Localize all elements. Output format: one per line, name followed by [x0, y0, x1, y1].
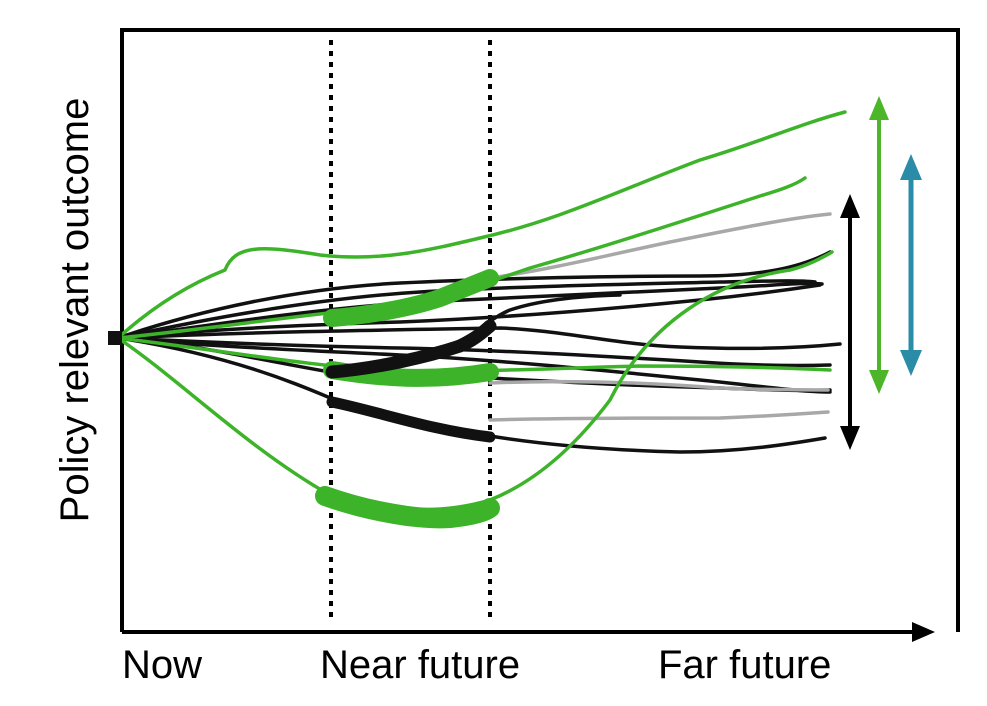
green-range-arrow	[869, 96, 889, 394]
green-trajectory	[116, 250, 834, 512]
near-future-highlights	[315, 269, 500, 529]
black-highlight-middle	[325, 319, 497, 379]
x-label-far-future: Far future	[658, 643, 831, 687]
y-axis-label: Policy relevant outcome	[53, 98, 97, 523]
green-trajectory	[116, 176, 807, 340]
green-arrowhead-down	[869, 370, 889, 394]
black-arrowhead-up	[840, 194, 860, 218]
green-trajectory	[116, 110, 847, 340]
green-arrowhead-up	[869, 96, 889, 120]
black-trajectory	[116, 279, 817, 340]
x-label-now: Now	[122, 643, 202, 687]
start-point-marker	[108, 331, 122, 345]
grey-trajectory	[488, 379, 830, 392]
black-trajectory	[116, 250, 832, 340]
grey-trajectories	[488, 212, 832, 422]
grey-trajectory	[488, 410, 830, 422]
black-range-arrow	[840, 194, 860, 450]
green-highlight-lower	[315, 486, 500, 529]
black-trajectory	[116, 336, 832, 394]
grey-trajectory	[488, 212, 832, 280]
black-arrowhead-down	[840, 426, 860, 450]
blue-range-arrow	[900, 154, 922, 376]
x-axis-arrowhead	[912, 622, 935, 642]
x-label-near-future: Near future	[320, 643, 520, 687]
black-trajectory	[116, 336, 832, 368]
green-highlight-upper	[323, 269, 499, 327]
black-trajectory	[116, 326, 842, 351]
black-highlight-lower	[326, 396, 496, 443]
blue-arrowhead-down	[900, 350, 922, 376]
black-trajectory	[116, 281, 824, 340]
blue-arrowhead-up	[900, 154, 922, 180]
